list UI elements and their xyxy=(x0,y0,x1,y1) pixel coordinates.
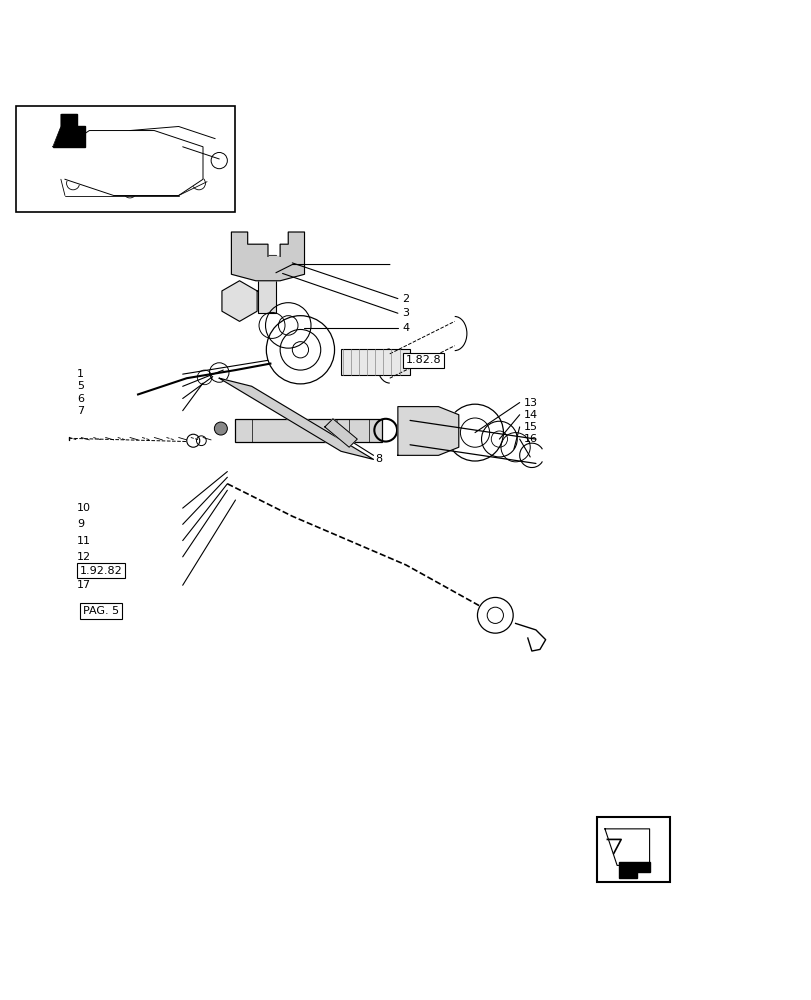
Text: 14: 14 xyxy=(523,410,537,420)
Text: 15: 15 xyxy=(523,422,537,432)
Circle shape xyxy=(214,422,227,435)
Text: 12: 12 xyxy=(77,552,91,562)
Polygon shape xyxy=(221,281,257,321)
Text: 2: 2 xyxy=(401,294,409,304)
Text: PAG. 5: PAG. 5 xyxy=(83,606,118,616)
Polygon shape xyxy=(65,131,203,196)
Text: 17: 17 xyxy=(77,580,91,590)
Text: 4: 4 xyxy=(401,323,409,333)
Text: 9: 9 xyxy=(77,519,84,529)
Polygon shape xyxy=(324,419,357,447)
Bar xyxy=(596,817,669,882)
Polygon shape xyxy=(397,407,458,455)
Text: 7: 7 xyxy=(77,406,84,416)
Text: 1.92.82: 1.92.82 xyxy=(79,566,122,576)
Polygon shape xyxy=(53,114,85,147)
Text: 5: 5 xyxy=(77,381,84,391)
Bar xyxy=(258,255,276,313)
Text: 3: 3 xyxy=(401,308,409,318)
Text: 10: 10 xyxy=(77,503,91,513)
Polygon shape xyxy=(231,232,304,281)
Bar xyxy=(16,106,235,212)
Text: 11: 11 xyxy=(77,536,91,546)
Bar xyxy=(235,419,381,442)
Polygon shape xyxy=(604,829,649,865)
Text: 13: 13 xyxy=(523,398,537,408)
Polygon shape xyxy=(219,378,373,459)
Bar xyxy=(341,349,410,375)
Polygon shape xyxy=(618,862,649,878)
Text: 8: 8 xyxy=(375,454,382,464)
Text: 1: 1 xyxy=(77,369,84,379)
Text: 16: 16 xyxy=(523,434,537,444)
Text: 6: 6 xyxy=(77,393,84,403)
Text: 1.82.8: 1.82.8 xyxy=(406,355,441,365)
